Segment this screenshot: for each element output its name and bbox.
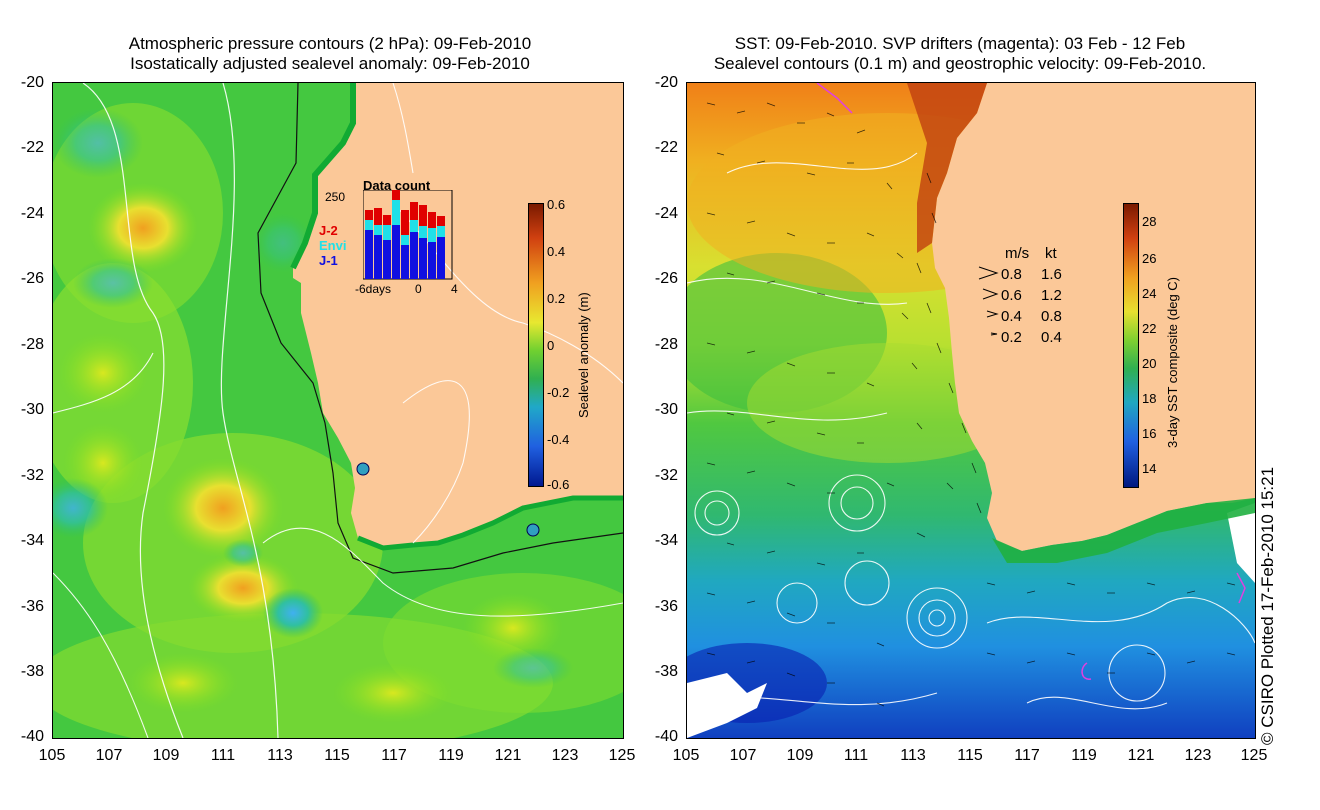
right-xtick: 117 (1014, 747, 1040, 764)
left-sealevel-map: Data count 250 J-2 Envi J-1 -6days 0 4 0… (52, 82, 624, 739)
left-ytick: -32 (20, 467, 44, 484)
left-cbar-label: Sealevel anomaly (m) (576, 292, 591, 418)
right-ytick: -28 (654, 336, 678, 353)
right-xtick: 119 (1071, 747, 1097, 764)
right-cbar-tick: 24 (1142, 286, 1157, 301)
data-count-bars (363, 190, 453, 280)
right-ytick: -20 (654, 74, 678, 91)
left-ytick: -22 (20, 139, 44, 156)
velocity-ms-value: 0.6 (1001, 287, 1022, 304)
left-ytick: -28 (20, 336, 44, 353)
right-cbar-label: 3-day SST composite (deg C) (1165, 277, 1180, 448)
data-count-title: Data count (363, 178, 431, 193)
left-xtick: 123 (551, 747, 579, 764)
left-cbar-tick: 0 (547, 338, 555, 353)
right-xtick: 107 (729, 747, 757, 764)
velocity-kt-value: 0.8 (1041, 308, 1062, 325)
right-xtick: 125 (1240, 747, 1268, 764)
left-xtick: 107 (95, 747, 123, 764)
right-ytick: -30 (654, 401, 678, 418)
left-cbar-tick: 0.4 (547, 244, 566, 259)
right-xtick: 115 (957, 747, 983, 764)
right-xtick: 109 (786, 747, 814, 764)
left-cbar-tick: -0.4 (547, 432, 570, 447)
velocity-legend: m/s kt 0.8 1.6 0.6 1.2 0.4 0.8 0.2 0.4 (977, 245, 1087, 355)
left-ytick: -20 (20, 74, 44, 91)
right-cbar-tick: 18 (1142, 391, 1157, 406)
right-cbar-tick: 28 (1142, 214, 1157, 229)
right-ytick: -24 (654, 205, 678, 222)
left-xtick: 125 (608, 747, 636, 764)
left-ytick: -34 (20, 532, 44, 549)
right-colorbar (1123, 203, 1139, 488)
velocity-header-ms: m/s (1005, 245, 1030, 262)
right-cbar-tick: 22 (1142, 321, 1157, 336)
data-count-xlabel-zero: 0 (415, 282, 422, 296)
left-cbar-tick: 0.6 (547, 197, 566, 212)
velocity-arrow-scale (978, 266, 999, 336)
left-xtick: 115 (324, 747, 350, 764)
right-ytick: -36 (654, 598, 678, 615)
velocity-header-kt: kt (1045, 245, 1057, 262)
right-cbar-tick: 20 (1142, 356, 1157, 371)
left-title-line1: Atmospheric pressure contours (2 hPa): 0… (128, 34, 532, 53)
left-cbar-tick: -0.6 (547, 477, 570, 492)
right-xtick: 123 (1184, 747, 1212, 764)
left-colorbar (528, 203, 544, 487)
left-title-line2: Isostatically adjusted sealevel anomaly:… (130, 54, 530, 73)
right-xtick: 113 (900, 747, 926, 764)
legend-envi: Envi (319, 238, 347, 253)
left-xtick: 117 (381, 747, 407, 764)
right-map-graphic (687, 83, 1255, 738)
right-xtick: 121 (1127, 747, 1155, 764)
right-cbar-tick: 26 (1142, 251, 1157, 266)
left-ytick: -40 (20, 728, 44, 745)
right-title-line2: Sealevel contours (0.1 m) and geostrophi… (713, 54, 1207, 73)
left-cbar-tick: -0.2 (547, 385, 570, 400)
velocity-ms-value: 0.8 (1001, 266, 1022, 283)
right-title-line1: SST: 09-Feb-2010. SVP drifters (magenta)… (734, 34, 1186, 53)
right-ytick: -40 (654, 728, 678, 745)
right-ytick: -38 (654, 663, 678, 680)
velocity-kt-value: 1.2 (1041, 287, 1062, 304)
left-xtick: 111 (210, 747, 236, 764)
left-ytick: -30 (20, 401, 44, 418)
left-cbar-tick: 0.2 (547, 291, 566, 306)
velocity-kt-value: 1.6 (1041, 266, 1062, 283)
right-ytick: -32 (654, 467, 678, 484)
right-sst-map: m/s kt 0.8 1.6 0.6 1.2 0.4 0.8 0.2 0.4 2… (686, 82, 1256, 739)
left-xtick: 105 (38, 747, 66, 764)
left-ytick: -36 (20, 598, 44, 615)
legend-j2: J-2 (319, 223, 338, 238)
data-count-inset: Data count 250 J-2 Envi J-1 -6days 0 4 (315, 178, 460, 296)
data-count-max: 250 (325, 190, 346, 204)
left-xtick: 119 (438, 747, 464, 764)
legend-j1: J-1 (319, 253, 338, 268)
velocity-ms-value: 0.2 (1001, 329, 1022, 346)
data-count-xlabel-end: 4 (451, 282, 458, 296)
velocity-kt-value: 0.4 (1041, 329, 1062, 346)
right-ytick: -22 (654, 139, 678, 156)
right-cbar-tick: 14 (1142, 461, 1157, 476)
left-ytick: -26 (20, 270, 44, 287)
right-xtick: 111 (843, 747, 869, 764)
right-ytick: -26 (654, 270, 678, 287)
credit-text: © CSIRO Plotted 17-Feb-2010 15:21 (1258, 466, 1277, 745)
data-count-xlabel-start: -6days (355, 282, 392, 296)
left-xtick: 121 (494, 747, 522, 764)
right-cbar-tick: 16 (1142, 426, 1157, 441)
right-ytick: -34 (654, 532, 678, 549)
left-ytick: -24 (20, 205, 44, 222)
left-xtick: 109 (152, 747, 180, 764)
left-ytick: -38 (20, 663, 44, 680)
left-xtick: 113 (267, 747, 293, 764)
right-xtick: 105 (672, 747, 700, 764)
velocity-ms-value: 0.4 (1001, 308, 1022, 325)
